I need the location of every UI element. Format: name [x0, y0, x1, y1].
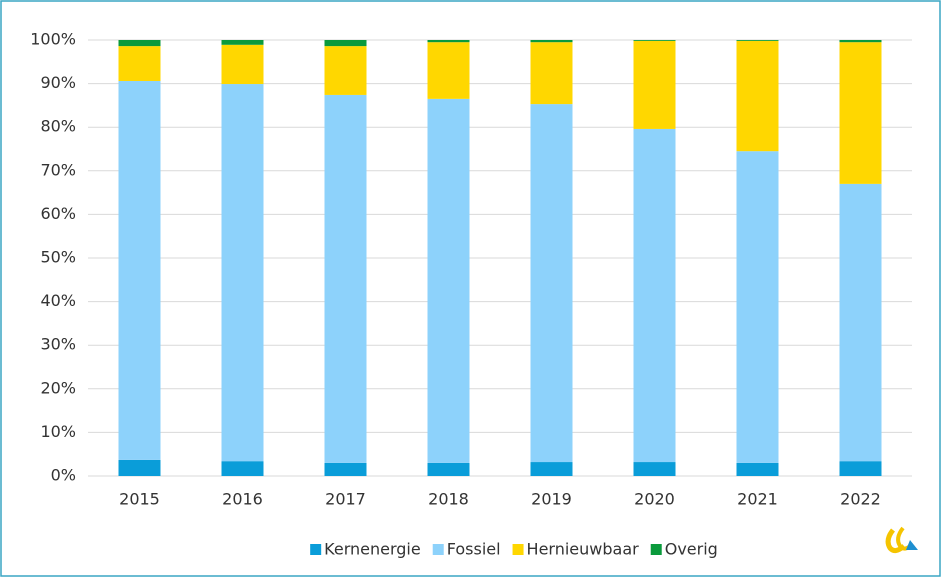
bar-segment [324, 462, 367, 476]
bar-segment [839, 183, 882, 462]
bar-segment [839, 40, 882, 43]
y-tick-label: 60% [40, 204, 76, 223]
x-tick-label: 2020 [634, 490, 675, 509]
bar-segment [530, 42, 573, 105]
bar-segment [118, 46, 161, 81]
y-tick-label: 100% [30, 30, 76, 49]
x-tick-label: 2022 [840, 490, 881, 509]
bar-segment [118, 80, 161, 460]
bar-segment [736, 40, 779, 41]
bar-segment [324, 46, 367, 95]
logo [885, 526, 918, 554]
x-tick-label: 2021 [737, 490, 778, 509]
legend-swatch [650, 544, 662, 555]
y-tick-label: 0% [51, 466, 76, 485]
bar-segment [633, 40, 676, 41]
x-tick-label: 2019 [531, 490, 572, 509]
y-tick-label: 10% [40, 422, 76, 441]
legend-swatch [310, 544, 322, 555]
legend-label: Kernenergie [324, 540, 421, 559]
bar-segment [633, 40, 676, 129]
y-tick-label: 90% [40, 73, 76, 92]
bar-segment [633, 462, 676, 476]
bar-segment [221, 44, 264, 85]
bar-segment [736, 151, 779, 463]
bar-segment [324, 40, 367, 47]
bar-segment [221, 461, 264, 476]
legend-label: Hernieuwbaar [527, 540, 640, 559]
y-tick-label: 70% [40, 160, 76, 179]
bar-segment [839, 461, 882, 476]
bar-segment [736, 462, 779, 476]
bar-segment [427, 462, 470, 476]
y-tick-label: 80% [40, 117, 76, 136]
y-tick-label: 20% [40, 378, 76, 397]
bar-segment [530, 40, 573, 43]
bar-segment [221, 40, 264, 45]
x-tick-label: 2015 [119, 490, 160, 509]
legend-label: Overig [665, 540, 718, 559]
x-tick-label: 2016 [222, 490, 263, 509]
bar-segment [530, 104, 573, 463]
y-tick-label: 40% [40, 291, 76, 310]
legend-swatch [512, 544, 524, 555]
y-tick-label: 50% [40, 248, 76, 267]
x-tick-label: 2017 [325, 490, 366, 509]
bar-segment [427, 98, 470, 463]
legend-label: Fossiel [447, 540, 501, 559]
y-tick-label: 30% [40, 335, 76, 354]
bar-segment [427, 42, 470, 99]
bar-segment [221, 84, 264, 462]
bar-segment [530, 462, 573, 476]
bar-segment [118, 40, 161, 47]
bar-segment [839, 42, 882, 184]
bar-segment [324, 94, 367, 463]
bar-segment [118, 459, 161, 476]
bar-segment [736, 40, 779, 152]
bar-segment [633, 128, 676, 463]
legend-swatch [432, 544, 444, 555]
x-tick-label: 2018 [428, 490, 469, 509]
bar-segment [427, 40, 470, 43]
